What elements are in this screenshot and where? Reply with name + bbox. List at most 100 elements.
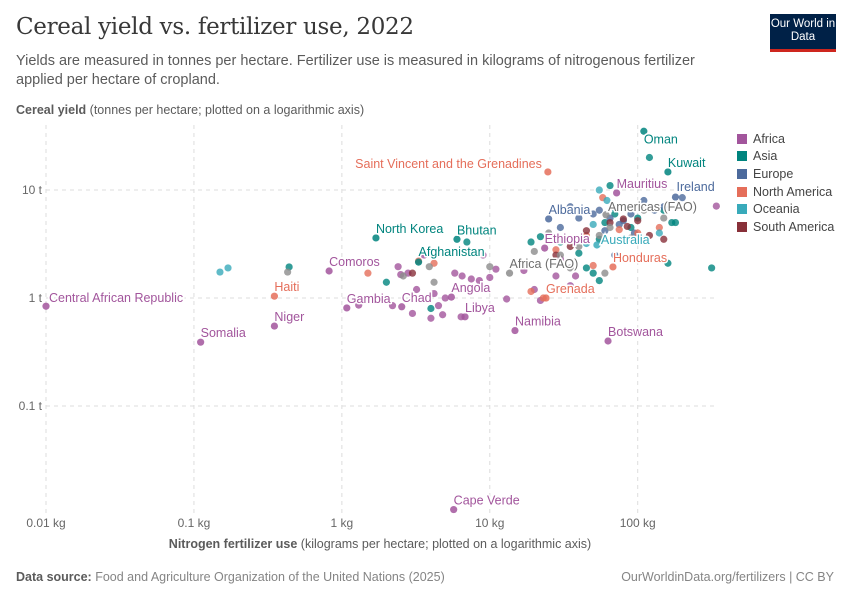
data-point[interactable] [451,269,459,277]
data-point[interactable] [615,220,623,229]
data-point[interactable] [566,264,574,272]
data-point[interactable] [284,268,292,276]
data-point[interactable] [627,234,635,242]
data-point[interactable] [394,263,402,271]
data-point[interactable] [589,220,597,229]
data-point[interactable] [382,278,390,286]
data-point[interactable] [634,229,642,237]
data-point[interactable] [595,186,603,194]
data-point[interactable] [660,214,668,222]
owid-logo[interactable]: Our World in Data [770,14,836,52]
data-point[interactable] [603,196,611,205]
data-point[interactable] [556,223,564,232]
data-point[interactable] [671,193,680,201]
data-point[interactable] [542,294,550,302]
data-point[interactable] [461,313,469,321]
data-point[interactable] [545,229,553,237]
data-point[interactable] [398,303,406,311]
data-point[interactable] [589,210,597,218]
legend-item[interactable]: South America [737,218,834,236]
data-point[interactable] [604,337,612,345]
legend-item[interactable]: Oceania [737,200,834,218]
data-point[interactable] [582,264,591,272]
data-point[interactable] [589,269,597,277]
data-point[interactable] [664,259,672,267]
data-point[interactable] [595,206,603,214]
data-point[interactable] [42,302,50,310]
data-point[interactable] [606,223,614,232]
data-point[interactable] [613,189,621,197]
data-point[interactable] [609,263,617,271]
data-point[interactable] [544,168,552,176]
data-point[interactable] [364,269,372,277]
data-point[interactable] [611,204,619,212]
data-point[interactable] [627,210,635,218]
data-point[interactable] [556,238,564,246]
data-point[interactable] [556,251,564,259]
data-point[interactable] [450,505,458,514]
data-point[interactable] [453,235,461,243]
data-point[interactable] [595,231,603,240]
legend-item[interactable]: North America [737,183,834,201]
license-link[interactable]: OurWorldinData.org/fertilizers | CC BY [621,570,834,584]
data-point[interactable] [505,269,514,277]
data-point[interactable] [660,203,668,211]
data-point[interactable] [427,304,435,313]
data-point[interactable] [372,234,380,242]
data-point[interactable] [479,251,487,259]
data-point[interactable] [536,233,545,241]
data-point[interactable] [545,215,553,223]
data-point[interactable] [601,227,609,235]
data-point[interactable] [447,293,455,301]
data-point[interactable] [655,223,663,232]
data-point[interactable] [640,196,648,205]
data-point[interactable] [645,231,654,240]
data-point[interactable] [566,282,574,290]
data-point[interactable] [650,206,659,214]
data-point[interactable] [589,261,597,270]
data-point[interactable] [224,264,232,272]
data-point[interactable] [602,211,610,219]
data-point[interactable] [575,214,583,222]
data-point[interactable] [575,208,583,216]
data-point[interactable] [566,242,574,251]
data-point[interactable] [439,311,447,319]
data-point[interactable] [270,322,279,330]
data-point[interactable] [678,194,686,202]
data-point[interactable] [708,264,716,272]
data-point[interactable] [593,241,601,249]
data-point[interactable] [541,244,549,252]
data-point[interactable] [325,267,333,275]
data-point[interactable] [503,295,511,303]
data-point[interactable] [511,326,519,335]
data-point[interactable] [645,153,654,162]
data-point[interactable] [523,261,532,270]
data-point[interactable] [582,227,591,235]
data-point[interactable] [425,263,433,271]
data-point[interactable] [430,278,438,286]
data-point[interactable] [552,272,560,280]
data-point[interactable] [492,265,500,273]
data-point[interactable] [660,235,668,243]
data-point[interactable] [434,302,443,310]
data-point[interactable] [388,302,397,310]
data-point[interactable] [575,242,583,251]
data-point[interactable] [606,181,614,190]
data-point[interactable] [458,272,466,280]
data-point[interactable] [408,269,417,277]
data-point[interactable] [619,235,627,243]
legend-item[interactable]: Europe [737,165,834,183]
data-point[interactable] [615,226,623,234]
data-point[interactable] [475,277,483,285]
data-point[interactable] [270,292,279,300]
legend-item[interactable]: Africa [737,130,834,148]
data-point[interactable] [552,246,560,254]
data-point[interactable] [467,275,475,283]
data-point[interactable] [420,251,428,259]
data-point[interactable] [441,294,449,302]
data-point[interactable] [671,218,680,227]
data-point[interactable] [571,272,580,280]
data-point[interactable] [664,168,672,176]
data-point[interactable] [486,273,494,282]
data-point[interactable] [343,304,351,312]
